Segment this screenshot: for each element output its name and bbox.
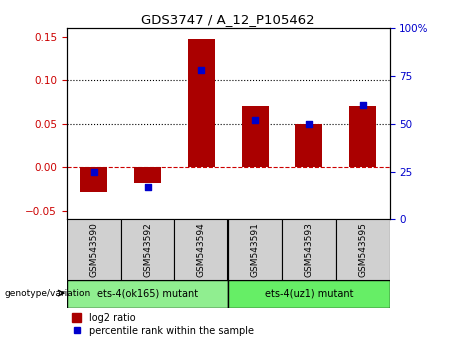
- Bar: [349, 105, 376, 167]
- Point: [359, 102, 366, 108]
- Bar: [134, 167, 161, 183]
- Text: ets-4(uz1) mutant: ets-4(uz1) mutant: [265, 289, 353, 299]
- Bar: [67, 219, 121, 280]
- Bar: [67, 280, 228, 308]
- Text: GSM543594: GSM543594: [197, 222, 206, 277]
- Bar: [174, 219, 228, 280]
- Text: GSM543592: GSM543592: [143, 222, 152, 277]
- Text: GSM543593: GSM543593: [304, 222, 313, 277]
- Text: GSM543590: GSM543590: [89, 222, 98, 277]
- Text: genotype/variation: genotype/variation: [5, 289, 91, 298]
- Bar: [242, 105, 268, 167]
- Point: [90, 169, 97, 175]
- Legend: log2 ratio, percentile rank within the sample: log2 ratio, percentile rank within the s…: [72, 313, 254, 336]
- Point: [144, 184, 151, 190]
- Bar: [121, 219, 174, 280]
- Point: [251, 117, 259, 123]
- Bar: [282, 219, 336, 280]
- Point: [305, 121, 313, 127]
- Bar: [80, 167, 107, 192]
- Title: GDS3747 / A_12_P105462: GDS3747 / A_12_P105462: [142, 13, 315, 26]
- Text: GSM543591: GSM543591: [251, 222, 260, 277]
- Bar: [336, 219, 390, 280]
- Bar: [188, 39, 215, 167]
- Point: [198, 68, 205, 73]
- Bar: [228, 280, 390, 308]
- Text: GSM543595: GSM543595: [358, 222, 367, 277]
- Bar: [228, 219, 282, 280]
- Bar: [296, 124, 322, 167]
- Text: ets-4(ok165) mutant: ets-4(ok165) mutant: [97, 289, 198, 299]
